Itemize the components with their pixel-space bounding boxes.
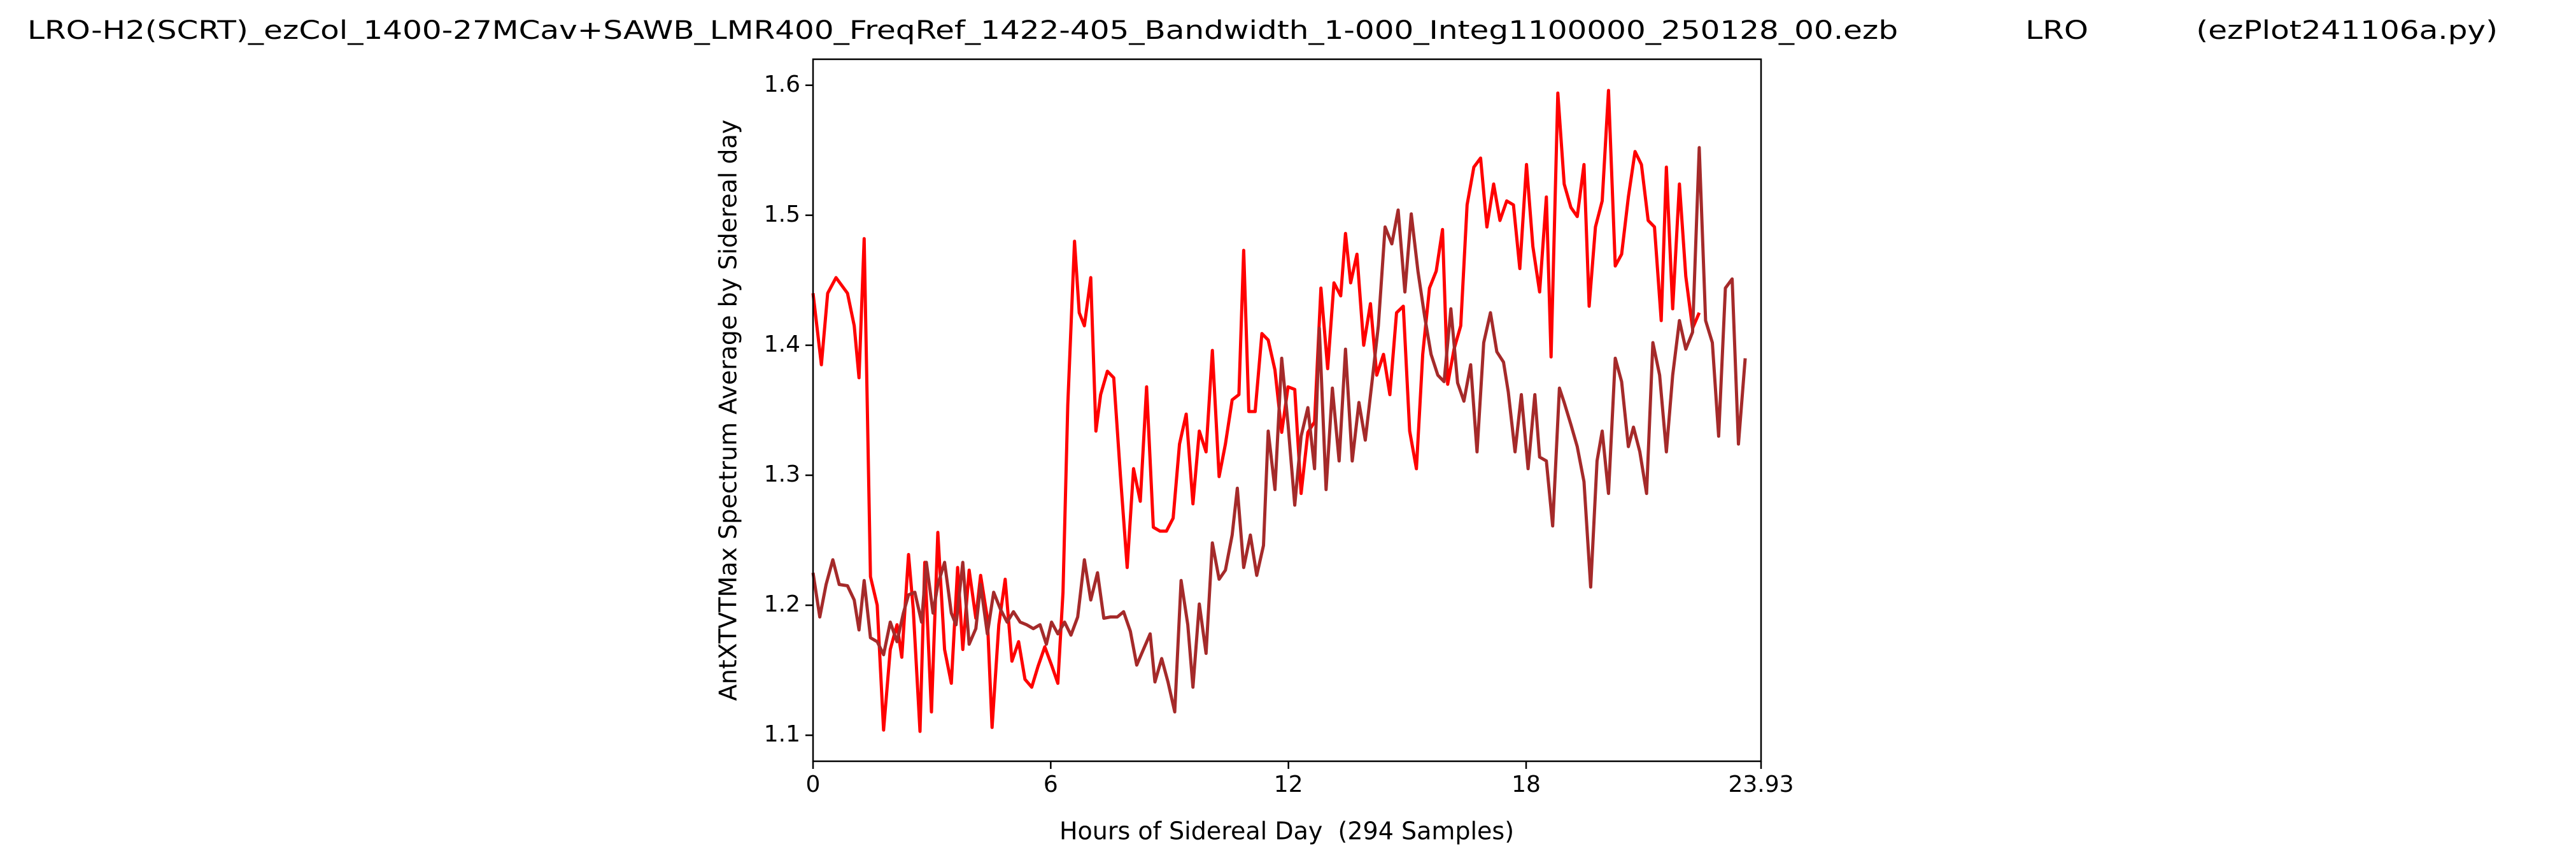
y-tick-label: 1.5 (764, 201, 800, 227)
x-axis-label: Hours of Sidereal Day (294 Samples) (1059, 817, 1514, 845)
x-tick-label: 0 (806, 771, 821, 798)
plot-frame (812, 58, 1762, 763)
y-tick-label: 1.3 (764, 461, 800, 487)
y-axis-label: AntXTVTMax Spectrum Average by Sidereal … (714, 120, 742, 701)
x-tick-label: 6 (1044, 771, 1058, 798)
x-tick-label: 18 (1511, 771, 1541, 798)
y-tick-label: 1.4 (764, 331, 800, 357)
x-tick-label: 12 (1274, 771, 1303, 798)
data-line (811, 146, 1747, 713)
chart-title: LRO-H2(SCRT)_ezCol_1400-27MCav+SAWB_LMR4… (27, 16, 2498, 45)
y-tick-label: 1.2 (764, 591, 800, 617)
data-line (811, 89, 1701, 733)
x-tick-label: 23.93 (1728, 771, 1794, 798)
y-tick-label: 1.1 (764, 721, 800, 747)
y-tick-label: 1.6 (764, 71, 800, 97)
